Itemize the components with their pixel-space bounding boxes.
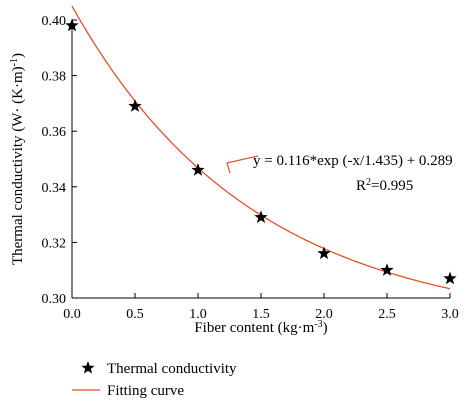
legend-label-thermal-conductivity: Thermal conductivity bbox=[107, 361, 237, 377]
y-tick-label: 0.32 bbox=[42, 236, 67, 251]
y-tick-label: 0.38 bbox=[42, 70, 67, 85]
equation-label: y = 0.116*exp (-x/1.435) + 0.289 bbox=[253, 153, 453, 169]
data-point-star bbox=[65, 18, 79, 32]
legend-label-fitting-curve: Fitting curve bbox=[107, 383, 184, 399]
r-squared-label: R2=0.995 bbox=[356, 177, 413, 195]
x-tick-label: 0.0 bbox=[63, 307, 81, 322]
data-points bbox=[65, 18, 457, 285]
annotation-pointer-line bbox=[226, 162, 231, 174]
y-tick-label: 0.36 bbox=[42, 125, 67, 140]
data-point-star bbox=[191, 163, 205, 176]
data-point-star bbox=[317, 246, 331, 260]
x-tick-label: 2.0 bbox=[315, 307, 333, 322]
y-tick-label: 0.40 bbox=[42, 14, 67, 29]
plot-area: 0.0 0.5 1.0 1.5 2.0 2.5 3.0 0.300.320.340.360.… bbox=[42, 5, 459, 322]
legend: Thermal conductivity Fitting curve bbox=[72, 361, 237, 399]
x-tick-label: 2.5 bbox=[378, 307, 396, 322]
data-point-star bbox=[443, 271, 457, 285]
x-tick-label: 0.5 bbox=[126, 307, 144, 322]
y-axis-title: Thermal conductivity (W· (K·m)-1) bbox=[9, 53, 27, 265]
x-tick-label: 1.5 bbox=[252, 307, 270, 322]
x-tick-label: 1.0 bbox=[189, 307, 207, 322]
legend-star-marker bbox=[81, 361, 95, 374]
data-point-star bbox=[254, 210, 268, 224]
y-tick-label: 0.34 bbox=[42, 181, 67, 196]
y-tick-label: 0.30 bbox=[42, 292, 67, 307]
data-point-star bbox=[128, 99, 142, 112]
fitting-curve bbox=[71, 5, 451, 290]
y-ticks: 0.30 0.32 0.34 0.36 0.38 0.40 bbox=[42, 14, 77, 307]
x-tick-label: 3.0 bbox=[441, 307, 459, 322]
data-point-star bbox=[380, 263, 394, 276]
x-ticks: 0.0 0.5 1.0 1.5 2.0 2.5 3.0 bbox=[63, 293, 459, 322]
annotation-leader-line bbox=[226, 155, 259, 164]
star-icon bbox=[81, 361, 95, 374]
x-axis-title: Fiber content (kg·m-3) bbox=[194, 319, 327, 337]
